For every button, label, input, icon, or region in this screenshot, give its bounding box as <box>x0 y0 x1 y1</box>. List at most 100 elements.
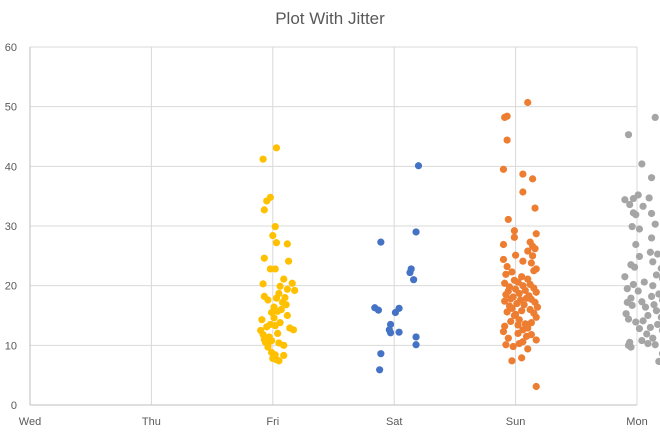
y-tick-label: 30 <box>5 221 17 233</box>
data-point <box>386 320 395 329</box>
data-point <box>283 311 291 320</box>
data-point <box>507 295 515 303</box>
data-point <box>519 257 527 265</box>
data-point <box>291 286 299 295</box>
data-point <box>515 316 523 324</box>
data-point <box>374 306 383 314</box>
data-point <box>272 294 281 302</box>
data-point <box>624 315 633 323</box>
data-point <box>530 267 538 275</box>
data-point <box>258 316 266 324</box>
data-point <box>508 357 516 365</box>
data-point <box>649 282 657 290</box>
chart-title: Plot With Jitter <box>275 9 385 28</box>
x-tick-label: Sun <box>506 416 526 428</box>
data-point <box>632 211 640 219</box>
data-point <box>280 351 288 360</box>
data-point <box>527 259 535 267</box>
data-point <box>647 174 656 182</box>
data-point <box>499 255 508 264</box>
data-point <box>414 162 423 170</box>
data-point <box>647 209 656 218</box>
data-point <box>499 165 508 173</box>
data-point <box>655 290 660 298</box>
data-point <box>533 303 542 311</box>
data-point <box>524 247 532 255</box>
data-point <box>519 170 527 178</box>
data-point <box>638 160 646 168</box>
data-point <box>259 155 267 163</box>
data-point <box>511 251 520 259</box>
data-point <box>283 240 291 248</box>
data-point <box>270 314 278 322</box>
data-point <box>524 98 532 107</box>
data-point <box>264 343 272 351</box>
data-point <box>628 222 636 231</box>
data-point <box>499 328 508 336</box>
data-point <box>630 263 639 271</box>
data-point <box>501 113 509 122</box>
data-point <box>627 343 635 351</box>
data-point <box>518 273 526 281</box>
data-point <box>284 257 293 265</box>
data-point <box>524 275 532 283</box>
data-point <box>621 196 629 204</box>
data-point <box>649 334 657 342</box>
data-point <box>264 296 272 304</box>
y-tick-label: 0 <box>11 400 17 412</box>
data-point <box>280 275 288 283</box>
data-point <box>647 234 656 242</box>
data-point <box>289 326 298 334</box>
data-point <box>377 238 385 246</box>
data-point <box>626 200 634 209</box>
data-point <box>260 254 268 262</box>
data-point <box>654 320 660 329</box>
data-point <box>412 341 420 349</box>
data-point <box>499 240 508 249</box>
data-point <box>412 333 420 341</box>
data-point <box>508 268 516 276</box>
data-point <box>412 228 420 236</box>
data-point <box>650 301 658 309</box>
data-point <box>280 341 288 349</box>
data-point <box>507 317 515 326</box>
data-point <box>657 264 660 272</box>
data-point <box>649 258 657 266</box>
data-point <box>638 298 646 306</box>
data-point <box>532 382 540 391</box>
series-fri <box>371 162 423 374</box>
x-tick-label: Wed <box>19 416 41 428</box>
data-point <box>406 268 414 277</box>
data-point <box>635 325 644 333</box>
data-point <box>519 188 527 196</box>
data-point <box>647 292 656 301</box>
y-tick-label: 50 <box>5 102 17 114</box>
data-point <box>622 310 630 318</box>
data-point <box>527 319 535 327</box>
data-point <box>532 288 540 296</box>
data-point <box>271 222 279 231</box>
data-point <box>629 280 637 289</box>
y-tick-label: 60 <box>5 42 17 54</box>
data-point <box>623 285 631 293</box>
y-tick-label: 20 <box>5 281 17 293</box>
data-point <box>652 271 660 279</box>
data-point <box>532 336 540 344</box>
data-point <box>639 202 647 210</box>
data-point <box>632 318 640 326</box>
data-point <box>640 278 648 286</box>
data-point <box>641 303 650 311</box>
x-tick-label: Thu <box>142 416 161 428</box>
data-point <box>504 334 512 342</box>
data-point <box>522 332 531 340</box>
data-point <box>391 308 400 317</box>
data-point <box>518 354 526 362</box>
data-point <box>515 339 523 348</box>
data-point <box>269 231 277 240</box>
data-point <box>528 175 537 183</box>
data-point <box>531 204 539 212</box>
data-point <box>275 357 283 365</box>
data-point <box>515 289 523 298</box>
